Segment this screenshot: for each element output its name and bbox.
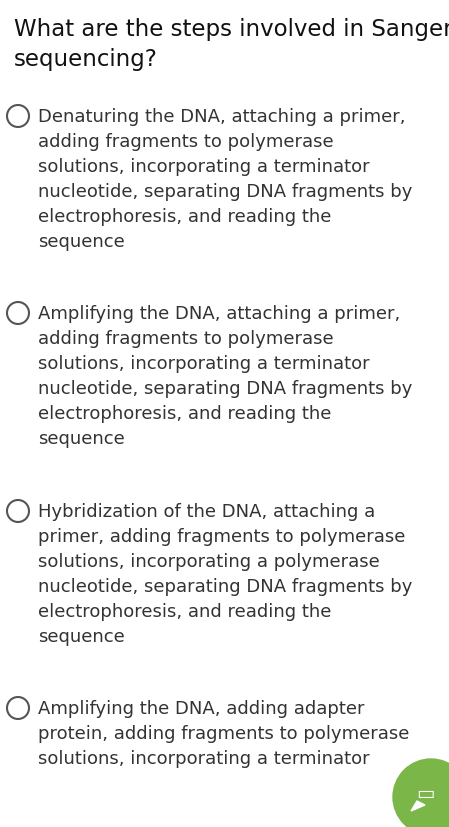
Text: Denaturing the DNA, attaching a primer,
adding fragments to polymerase
solutions: Denaturing the DNA, attaching a primer, … — [38, 108, 412, 251]
Text: What are the steps involved in Sanger: What are the steps involved in Sanger — [14, 18, 449, 41]
Text: sequencing?: sequencing? — [14, 48, 158, 71]
Circle shape — [393, 759, 449, 827]
Text: Hybridization of the DNA, attaching a
primer, adding fragments to polymerase
sol: Hybridization of the DNA, attaching a pr… — [38, 503, 412, 646]
Text: ▭: ▭ — [416, 783, 434, 802]
Text: Amplifying the DNA, attaching a primer,
adding fragments to polymerase
solutions: Amplifying the DNA, attaching a primer, … — [38, 305, 412, 448]
Polygon shape — [411, 801, 425, 811]
Text: Amplifying the DNA, adding adapter
protein, adding fragments to polymerase
solut: Amplifying the DNA, adding adapter prote… — [38, 700, 409, 768]
